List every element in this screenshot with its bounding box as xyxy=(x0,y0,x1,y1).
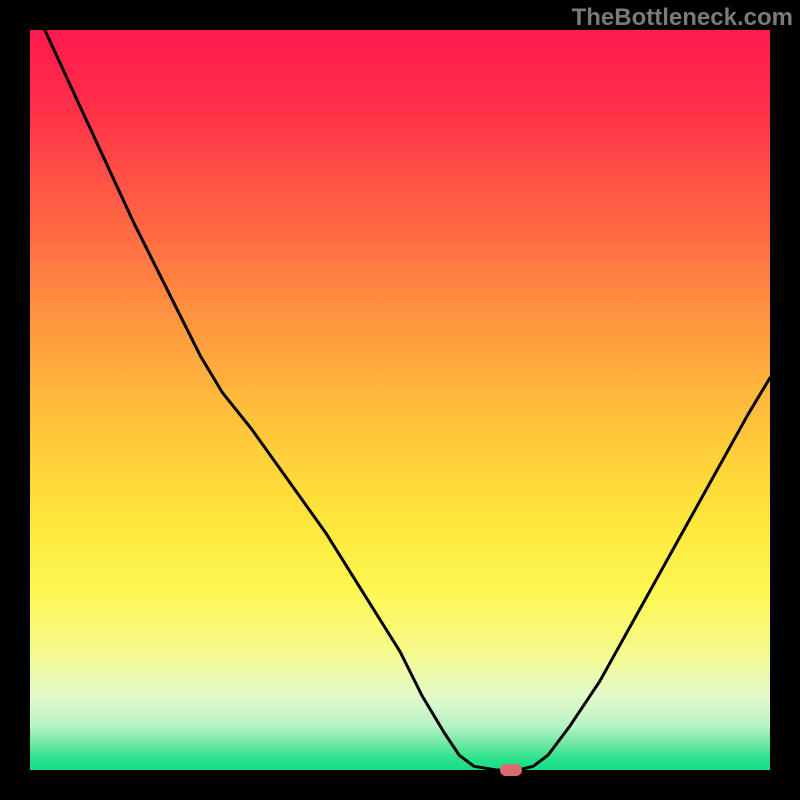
plot-area xyxy=(30,30,770,770)
watermark-text: TheBottleneck.com xyxy=(572,4,793,32)
optimal-point-marker xyxy=(500,764,522,776)
chart-container: TheBottleneck.com xyxy=(0,0,800,800)
bottleneck-curve xyxy=(30,30,770,770)
